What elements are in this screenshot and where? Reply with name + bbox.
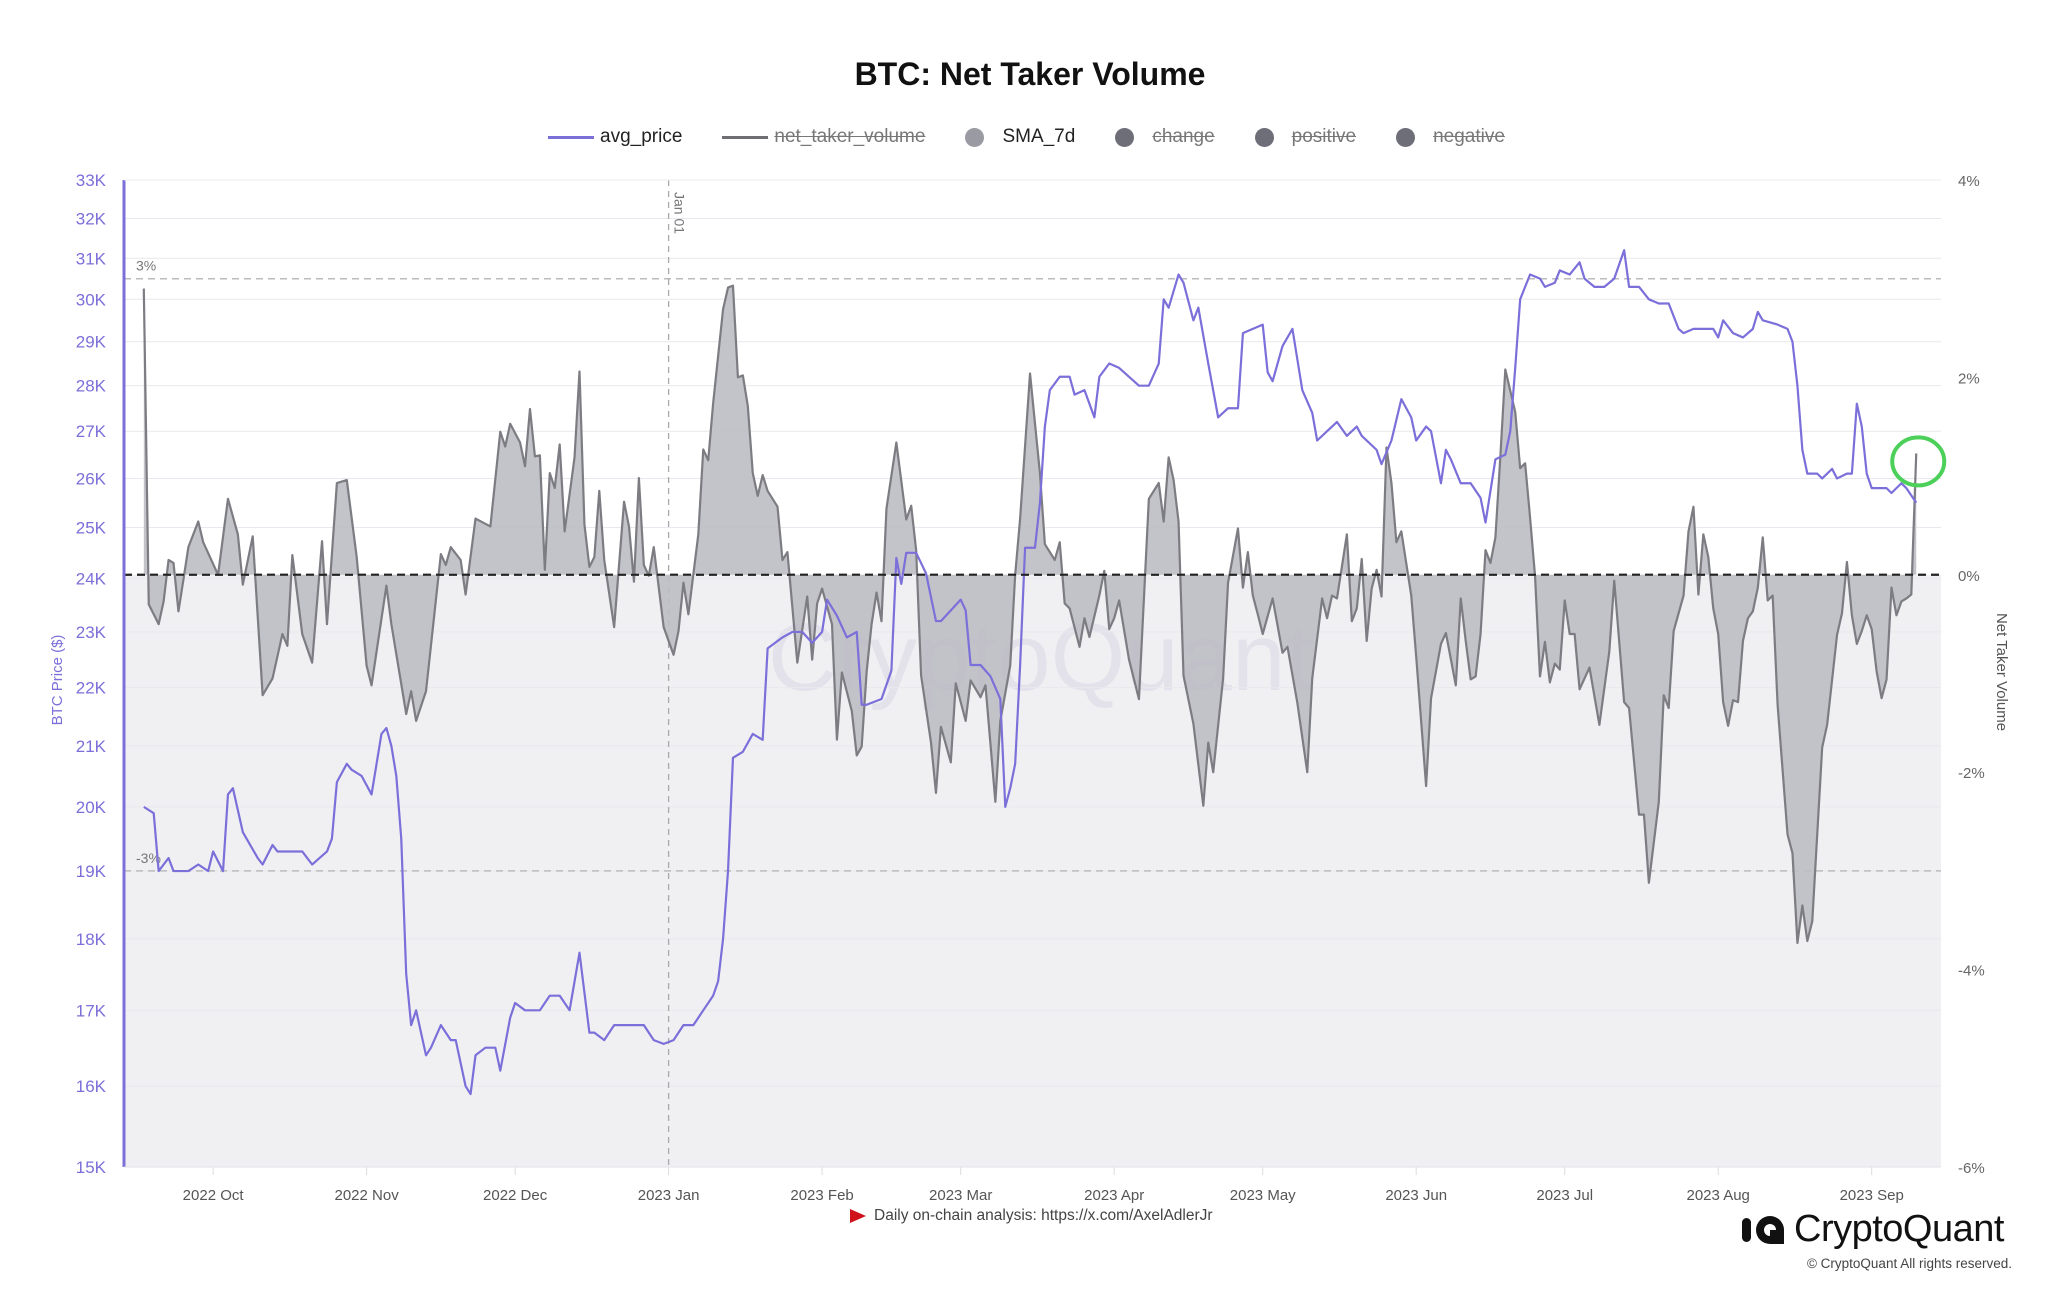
sma-7d-line — [142, 284, 1918, 945]
avg-price-line — [143, 249, 1918, 1096]
left-tick-label: 33K — [76, 171, 107, 190]
highlight-circle — [1890, 435, 1947, 488]
right-axis-title: Net Taker Volume — [1993, 613, 2010, 731]
legend-item-net-taker-volume[interactable]: net_taker_volume — [722, 126, 925, 148]
left-tick-label: 19K — [76, 862, 107, 881]
left-tick-label: 21K — [76, 737, 107, 756]
right-tick-label: 2% — [1958, 370, 1980, 387]
left-tick-label: 27K — [76, 422, 107, 441]
right-tick-label: 4% — [1958, 173, 1980, 190]
legend-label: avg_price — [600, 126, 683, 147]
left-tick-label: 28K — [76, 377, 107, 396]
vertical-marker-label: Jan 01 — [672, 192, 688, 234]
footer-note-text[interactable]: Daily on-chain analysis: https://x.com/A… — [874, 1207, 1213, 1224]
legend-item-avg-price[interactable]: avg_price — [548, 126, 682, 148]
left-tick-label: 24K — [76, 570, 107, 589]
legend-dot-icon — [1254, 127, 1274, 147]
right-tick-label: 0% — [1958, 568, 1980, 585]
legend-item-positive[interactable]: positive — [1254, 126, 1357, 148]
left-tick-label: 16K — [76, 1077, 107, 1096]
left-tick-label: 30K — [76, 290, 107, 309]
legend-dot-icon — [1115, 127, 1135, 147]
legend-label: change — [1152, 126, 1215, 147]
legend-label: net_taker_volume — [774, 126, 926, 147]
x-tick-label: 2023 Jan — [638, 1187, 700, 1204]
x-tick-label: 2023 Mar — [929, 1187, 992, 1204]
brand-name: CryptoQuant — [1794, 1208, 2004, 1250]
legend-label: positive — [1291, 126, 1357, 147]
x-tick-label: 2022 Dec — [483, 1187, 548, 1204]
left-tick-label: 20K — [76, 798, 107, 817]
left-tick-label: 15K — [76, 1158, 107, 1177]
left-tick-label: 18K — [76, 930, 107, 949]
left-tick-label: 17K — [76, 1001, 107, 1020]
legend: avg_price net_taker_volume SMA_7d change… — [548, 126, 1545, 148]
left-tick-label: 26K — [76, 469, 107, 488]
x-tick-label: 2022 Oct — [183, 1187, 245, 1204]
left-tick-label: 22K — [76, 679, 107, 698]
x-tick-label: 2023 Jul — [1536, 1187, 1593, 1204]
left-tick-label: 23K — [76, 623, 107, 642]
legend-line-icon — [722, 135, 769, 139]
right-tick-label: -6% — [1958, 1160, 1985, 1177]
legend-line-icon — [548, 135, 594, 139]
reference-line-label: -3% — [136, 850, 161, 866]
x-tick-label: 2023 Sep — [1840, 1187, 1904, 1204]
x-tick-label: 2023 Jun — [1385, 1187, 1447, 1204]
sma-7d-area — [143, 285, 1917, 943]
legend-item-sma-7d[interactable]: SMA_7d — [965, 126, 1075, 148]
left-tick-label: 29K — [76, 333, 107, 352]
x-tick-label: 2023 Feb — [790, 1187, 853, 1204]
x-tick-label: 2023 Aug — [1687, 1187, 1750, 1204]
right-tick-label: -2% — [1958, 765, 1985, 782]
copyright: © CryptoQuant All rights reserved. — [1806, 1256, 2012, 1271]
left-tick-label: 25K — [76, 519, 107, 538]
left-axis-title: BTC Price ($) — [49, 635, 66, 726]
chart-title: BTC: Net Taker Volume — [854, 56, 1206, 92]
footer-note: Daily on-chain analysis: https://x.com/A… — [850, 1207, 1213, 1225]
x-tick-label: 2022 Nov — [334, 1187, 399, 1204]
legend-dot-icon — [965, 127, 985, 147]
legend-dot-icon — [1396, 127, 1416, 147]
left-tick-label: 32K — [76, 210, 107, 229]
flag-icon — [850, 1209, 866, 1223]
reference-line-label: 3% — [136, 258, 156, 274]
left-tick-label: 31K — [76, 249, 107, 268]
legend-label: negative — [1433, 126, 1505, 147]
brand-logo: CryptoQuant — [1742, 1208, 2004, 1251]
x-tick-label: 2023 May — [1230, 1187, 1296, 1204]
cryptoquant-logo-icon — [1742, 1215, 1784, 1244]
legend-item-negative[interactable]: negative — [1396, 126, 1505, 148]
right-tick-label: -4% — [1958, 963, 1985, 980]
legend-label: SMA_7d — [1002, 126, 1076, 147]
legend-item-change[interactable]: change — [1115, 126, 1215, 148]
x-tick-label: 2023 Apr — [1084, 1187, 1144, 1204]
